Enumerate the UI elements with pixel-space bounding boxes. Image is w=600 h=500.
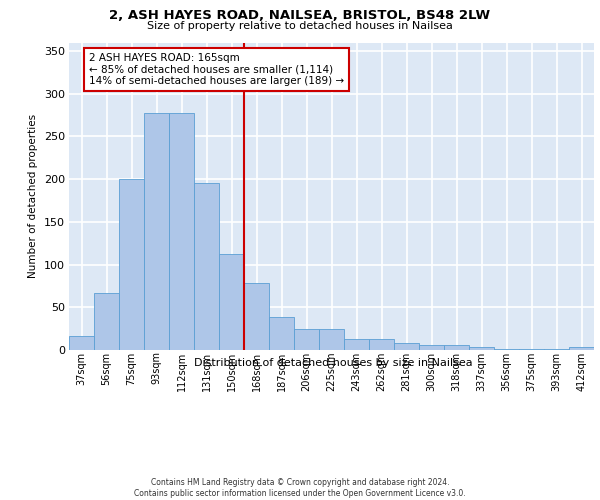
Bar: [169, 112, 194, 350]
Bar: [519, 349, 544, 350]
Text: 2 ASH HAYES ROAD: 165sqm
← 85% of detached houses are smaller (1,114)
14% of sem: 2 ASH HAYES ROAD: 165sqm ← 85% of detach…: [89, 52, 344, 86]
Bar: [469, 348, 494, 350]
Y-axis label: Number of detached properties: Number of detached properties: [28, 114, 38, 278]
Bar: [394, 343, 419, 350]
Bar: [544, 349, 569, 350]
Bar: [269, 316, 294, 350]
Bar: [344, 339, 369, 350]
Text: Size of property relative to detached houses in Nailsea: Size of property relative to detached ho…: [147, 21, 453, 31]
Bar: [494, 349, 519, 350]
Bar: [69, 336, 94, 350]
Bar: [119, 179, 144, 350]
Bar: [294, 328, 319, 350]
Text: Distribution of detached houses by size in Nailsea: Distribution of detached houses by size …: [194, 358, 472, 368]
Bar: [244, 282, 269, 350]
Text: Contains HM Land Registry data © Crown copyright and database right 2024.
Contai: Contains HM Land Registry data © Crown c…: [134, 478, 466, 498]
Bar: [369, 339, 394, 350]
Bar: [219, 254, 244, 350]
Text: 2, ASH HAYES ROAD, NAILSEA, BRISTOL, BS48 2LW: 2, ASH HAYES ROAD, NAILSEA, BRISTOL, BS4…: [109, 9, 491, 22]
Bar: [194, 184, 219, 350]
Bar: [144, 112, 169, 350]
Bar: [419, 345, 444, 350]
Bar: [319, 328, 344, 350]
Bar: [94, 293, 119, 350]
Bar: [444, 345, 469, 350]
Bar: [569, 348, 594, 350]
